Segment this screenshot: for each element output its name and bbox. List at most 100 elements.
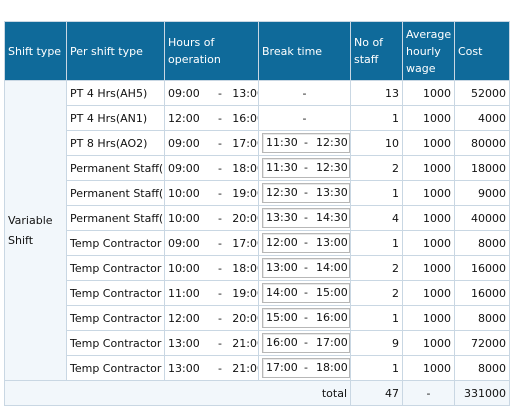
hours-separator: - [218,311,222,325]
hours-end: 19:00 [232,286,257,300]
hours-separator: - [218,336,222,350]
break-end: 14:00 [316,261,348,274]
hours-start: 13:00 [168,336,200,350]
break-start: 14:00 [266,286,298,299]
staff-count-cell: 1 [350,305,403,331]
header-no-of-staff: No of staff [350,21,403,81]
hours-separator: - [218,261,222,275]
hours-start: 13:00 [168,361,200,375]
header-hours: Hours of operation [164,21,259,81]
break-end: 15:00 [316,286,348,299]
hours-separator: - [218,161,222,175]
break-start: 11:30 [266,136,298,149]
hours-end: 20:00 [232,311,257,325]
staff-count-cell: 1 [350,105,403,131]
break-time-cell: 15:00-16:00 [258,305,351,331]
staff-count-cell: 1 [350,355,403,381]
wage-cell: 1000 [402,80,455,106]
break-time-field[interactable]: 11:30-12:30 [262,133,350,153]
staff-count-cell: 2 [350,280,403,306]
break-time-field[interactable]: 17:00-18:00 [262,358,350,378]
break-time-field[interactable]: 13:00-14:00 [262,258,350,278]
per-shift-type-cell: Temp Contractor ( [66,305,165,331]
hours-end: 18:00 [232,161,257,175]
break-end: 14:30 [316,211,348,224]
table-row: Temp Contractor (12:00-20:0015:00-16:001… [5,305,510,331]
hours-start: 09:00 [168,86,200,100]
wage-cell: 1000 [402,280,455,306]
wage-cell: 1000 [402,230,455,256]
hours-cell: 09:00 -18:00 [164,155,259,181]
break-time-cell: 12:00-13:00 [258,230,351,256]
hours-cell: 10:00 -20:00 [164,205,259,231]
hours-end: 19:00 [232,186,257,200]
break-time-cell: 13:30-14:30 [258,205,351,231]
cost-cell: 52000 [454,80,510,106]
break-end: 12:30 [316,161,348,174]
break-time-cell: 11:30-12:30 [258,130,351,156]
table-row: Temp Contractor (13:00-21:0017:00-18:001… [5,355,510,381]
break-start: 13:00 [266,261,298,274]
staff-count-cell: 4 [350,205,403,231]
total-cost: 331000 [454,380,510,406]
hours-end: 13:00 [232,86,257,100]
hours-end: 21:00 [232,361,257,375]
hours-cell: 09:00 -13:00 [164,80,259,106]
staff-count-cell: 2 [350,255,403,281]
break-time-field[interactable]: 12:30-13:30 [262,183,350,203]
break-time-field[interactable]: 12:00-13:00 [262,233,350,253]
hours-cell: 09:00 -17:00 [164,230,259,256]
per-shift-type-cell: PT 8 Hrs(AO2) [66,130,165,156]
break-time-field[interactable]: 13:30-14:30 [262,208,350,228]
cost-cell: 80000 [454,130,510,156]
break-end: 17:00 [316,336,348,349]
per-shift-type-cell: Permanent Staff(S [66,205,165,231]
shift-group-cell: Variable Shift [4,80,67,381]
break-separator: - [304,186,308,199]
break-time-cell: 11:30-12:30 [258,155,351,181]
break-start: 13:30 [266,211,298,224]
wage-cell: 1000 [402,130,455,156]
break-time-field[interactable]: 15:00-16:00 [262,308,350,328]
hours-separator: - [218,236,222,250]
header-shift-type: Shift type [4,21,67,81]
cost-cell: 8000 [454,230,510,256]
header-per-shift-type: Per shift type [66,21,165,81]
table-row: Temp Contractor (11:00-19:0014:00-15:002… [5,280,510,306]
cost-cell: 8000 [454,355,510,381]
break-start: 11:30 [266,161,298,174]
break-time-field[interactable]: 11:30-12:30 [262,158,350,178]
hours-cell: 12:00 -20:00 [164,305,259,331]
cost-cell: 8000 [454,305,510,331]
per-shift-type-cell: Temp Contractor ( [66,330,165,356]
table-row: Permanent Staff(S10:00 -20:00 13:30-14:304… [5,205,510,231]
break-separator: - [304,286,308,299]
cost-cell: 18000 [454,155,510,181]
break-time-field[interactable]: 16:00-17:00 [262,333,350,353]
header-average-wage: Average hourly wage [402,21,455,81]
hours-start: 09:00 [168,136,200,150]
hours-end: 16:00 [232,111,257,125]
hours-cell: 10:00 -18:00 [164,255,259,281]
hours-start: 10:00 [168,211,200,225]
hours-end: 20:00 [232,211,257,225]
wage-cell: 1000 [402,105,455,131]
hours-start: 10:00 [168,186,200,200]
header-row: Shift type Per shift type Hours of operat… [4,21,510,81]
hours-separator: - [218,186,222,200]
hours-separator: - [218,86,222,100]
break-time-cell: 13:00-14:00 [258,255,351,281]
per-shift-type-cell: Temp Contractor ( [66,255,165,281]
hours-end: 17:00 [232,136,257,150]
staff-count-cell: 9 [350,330,403,356]
wage-cell: 1000 [402,155,455,181]
break-separator: - [304,336,308,349]
table-row: Permanent Staff(S10:00-19:0012:30-13:301… [5,180,510,206]
header-cost: Cost [454,21,510,81]
hours-separator: - [218,211,222,225]
break-separator: - [304,261,308,274]
break-time-field[interactable]: 14:00-15:00 [262,283,350,303]
break-time-empty: - [258,105,351,131]
cost-cell: 16000 [454,255,510,281]
break-start: 16:00 [266,336,298,349]
